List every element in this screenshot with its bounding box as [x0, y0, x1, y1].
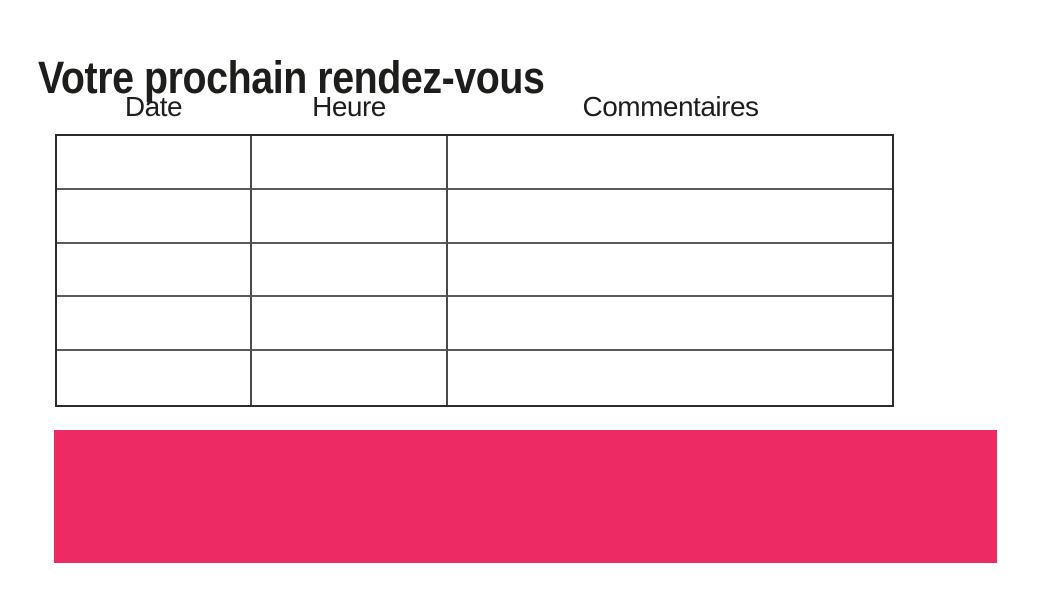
table-cell: [252, 297, 448, 352]
column-header-heure: Heure: [312, 91, 386, 122]
table-cell: [57, 351, 252, 405]
table-cell: [252, 189, 448, 244]
table-cell: [448, 136, 892, 190]
table-cell: [252, 351, 448, 405]
table-cell: [448, 244, 892, 298]
table-cell: [252, 243, 448, 298]
table-cell: [57, 297, 252, 352]
page-title: Votre prochain rendez-vous: [38, 52, 545, 104]
table-cell: [448, 351, 892, 405]
table-cell: [57, 189, 252, 244]
table-cell: [448, 190, 892, 244]
column-header-commentaires: Commentaires: [582, 91, 759, 122]
table-cell: [252, 136, 448, 190]
table-cell: [57, 243, 252, 298]
table-header-row: Date Heure Commentaires: [56, 91, 894, 123]
appointments-table: [55, 134, 894, 407]
table-cell: [57, 136, 252, 190]
highlight-banner: [54, 430, 997, 563]
table-cell: [448, 297, 892, 352]
column-header-date: Date: [124, 91, 183, 122]
